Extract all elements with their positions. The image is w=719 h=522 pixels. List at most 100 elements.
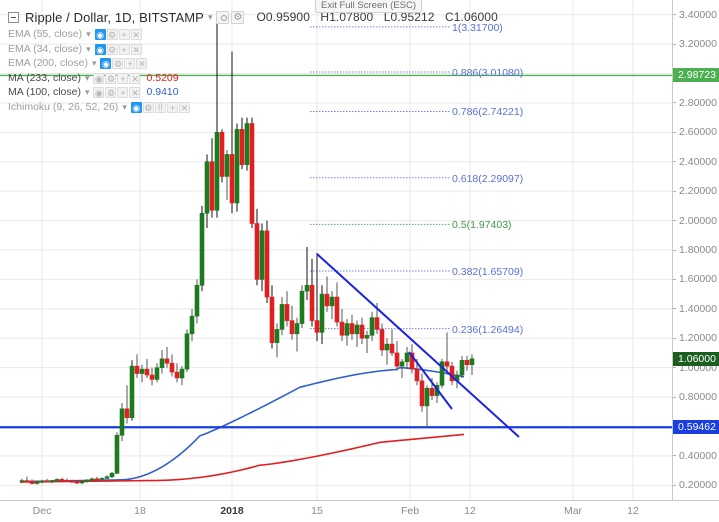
close-icon[interactable]: ✕ [130,43,142,55]
gear-icon[interactable] [231,10,245,24]
candle-body [34,481,40,484]
gear-icon[interactable]: ⚙ [112,58,124,69]
eye-icon[interactable] [216,10,230,24]
candle-body [219,132,225,177]
price-tick-label: 2.40000 [673,155,717,169]
eye-icon[interactable]: ◉ [93,72,105,84]
eye-icon[interactable]: ◉ [94,29,106,40]
plus-icon[interactable]: + [117,72,129,84]
gear-icon[interactable]: ⚙ [106,43,118,55]
price-tick-label: 0.20000 [673,478,717,492]
close-icon[interactable]: ✕ [178,101,190,113]
eye-icon[interactable]: ◉ [94,43,106,55]
candle-body [344,323,350,336]
eye-icon[interactable]: ◉ [93,87,105,98]
gear-icon[interactable]: ⚙ [142,101,154,113]
close-icon[interactable]: ✕ [129,87,141,98]
candle-body [279,304,285,330]
eye-glyph: ◉ [95,73,103,84]
candle-body [369,317,375,336]
close-icon[interactable]: ✕ [129,72,141,84]
chevron-down-icon[interactable]: ▾ [91,58,97,68]
chevron-down-icon[interactable]: ▾ [207,11,213,22]
indicator-row[interactable]: MA (100, close) ▾ ◉ ⚙ + ✕ 0.9410 [8,86,191,99]
collapse-icon[interactable] [8,11,19,23]
price-axis[interactable]: 0.200000.400000.600000.800001.000001.200… [672,0,719,500]
candle-body [164,358,170,364]
ma233-price-badge[interactable]: 2.98723 [673,68,719,83]
indicator-row[interactable]: EMA (34, close) ▾ ◉ ⚙ + ✕ [8,43,191,56]
chevron-down-icon[interactable]: ▾ [122,101,127,112]
minor-downtrend[interactable] [408,351,453,410]
candle-body [24,480,30,482]
candle-body [419,380,425,407]
indicator-row[interactable]: MA (233, close) ▾ ◉ ⚙ + ✕ 0.5209 [8,72,191,85]
price-tick-label: 1.40000 [673,302,717,316]
candle-body [109,472,115,478]
indicator-row[interactable]: Ichimoku (9, 26, 52, 26) ▾ ◉ ⚙ {} + ✕ [8,101,191,114]
candle-body [284,304,290,321]
time-axis[interactable]: Dec 18 2018 15 Feb 12 Mar 12 [0,500,719,522]
candle-body [414,368,420,382]
symbol-title[interactable]: Ripple / Dollar, 1D, BITSTAMP [25,9,204,25]
support-price-badge[interactable]: 0.59462 [673,420,719,435]
plus-icon[interactable]: + [124,58,136,69]
gear-icon[interactable]: ⚙ [106,29,118,40]
candle-body [84,479,90,483]
exit-fullscreen-tooltip: Exit Full Screen (ESC) [315,0,423,13]
fib-level-label: 0.618(2.29097) [452,172,524,185]
indicator-row[interactable]: EMA (200, close) ▾ ◉ ⚙ + ✕ [8,57,191,70]
candle-body [299,290,305,324]
chevron-down-icon[interactable]: ▾ [86,43,91,54]
chevron-down-icon[interactable]: ▾ [84,72,90,83]
gear-glyph: ⚙ [144,102,153,113]
braces-glyph: {} [158,103,163,111]
time-tick-label: 15 [311,505,323,517]
close-icon[interactable]: ✕ [130,29,142,40]
close-glyph: ✕ [131,88,139,98]
time-tick-label: Dec [32,505,52,517]
candle-body [124,408,130,418]
indicator-row[interactable]: EMA (55, close) ▾ ◉ ⚙ + ✕ [8,28,191,41]
candle-body [399,361,405,367]
eye-icon[interactable]: ◉ [100,58,112,69]
candle-body [169,362,175,373]
candle-body [199,212,205,286]
candle-body [404,352,410,363]
candle-body [304,284,310,292]
major-downtrend[interactable] [316,253,520,438]
plus-icon[interactable]: + [117,87,129,98]
candle-body [439,361,445,386]
candle-body [214,132,220,211]
candle-body [224,154,230,177]
braces-icon[interactable]: {} [154,101,166,113]
fib-level-label: 1(3.31700) [452,21,503,34]
close-glyph: ✕ [132,44,140,55]
price-tick-label: 2.00000 [673,214,717,228]
candle-body [394,352,400,367]
plus-glyph: + [121,30,127,40]
close-icon[interactable]: ✕ [136,58,148,69]
candle-body [244,123,250,166]
last-price-badge[interactable]: 1.06000 [673,351,719,366]
close-glyph: ✕ [138,59,146,69]
chevron-down-icon[interactable]: ▾ [86,29,91,39]
plus-icon[interactable]: + [118,43,130,55]
chevron-down-icon[interactable]: ▾ [84,87,90,97]
gear-icon[interactable]: ⚙ [105,87,117,98]
close-glyph: ✕ [180,102,189,113]
chart-canvas [0,0,672,500]
chart-plot-area[interactable] [0,0,672,500]
candle-body [269,296,275,343]
gear-glyph: ⚙ [113,59,123,69]
plus-glyph: + [120,73,126,84]
gear-icon[interactable]: ⚙ [105,72,117,84]
plus-icon[interactable]: + [166,101,178,113]
plus-icon[interactable]: + [118,29,130,40]
candle-body [314,320,320,333]
eye-icon[interactable]: ◉ [130,101,142,113]
candle-body [384,343,390,351]
indicator-value: 0.5209 [146,71,179,84]
candle-body [374,317,380,330]
candle-body [309,284,315,321]
